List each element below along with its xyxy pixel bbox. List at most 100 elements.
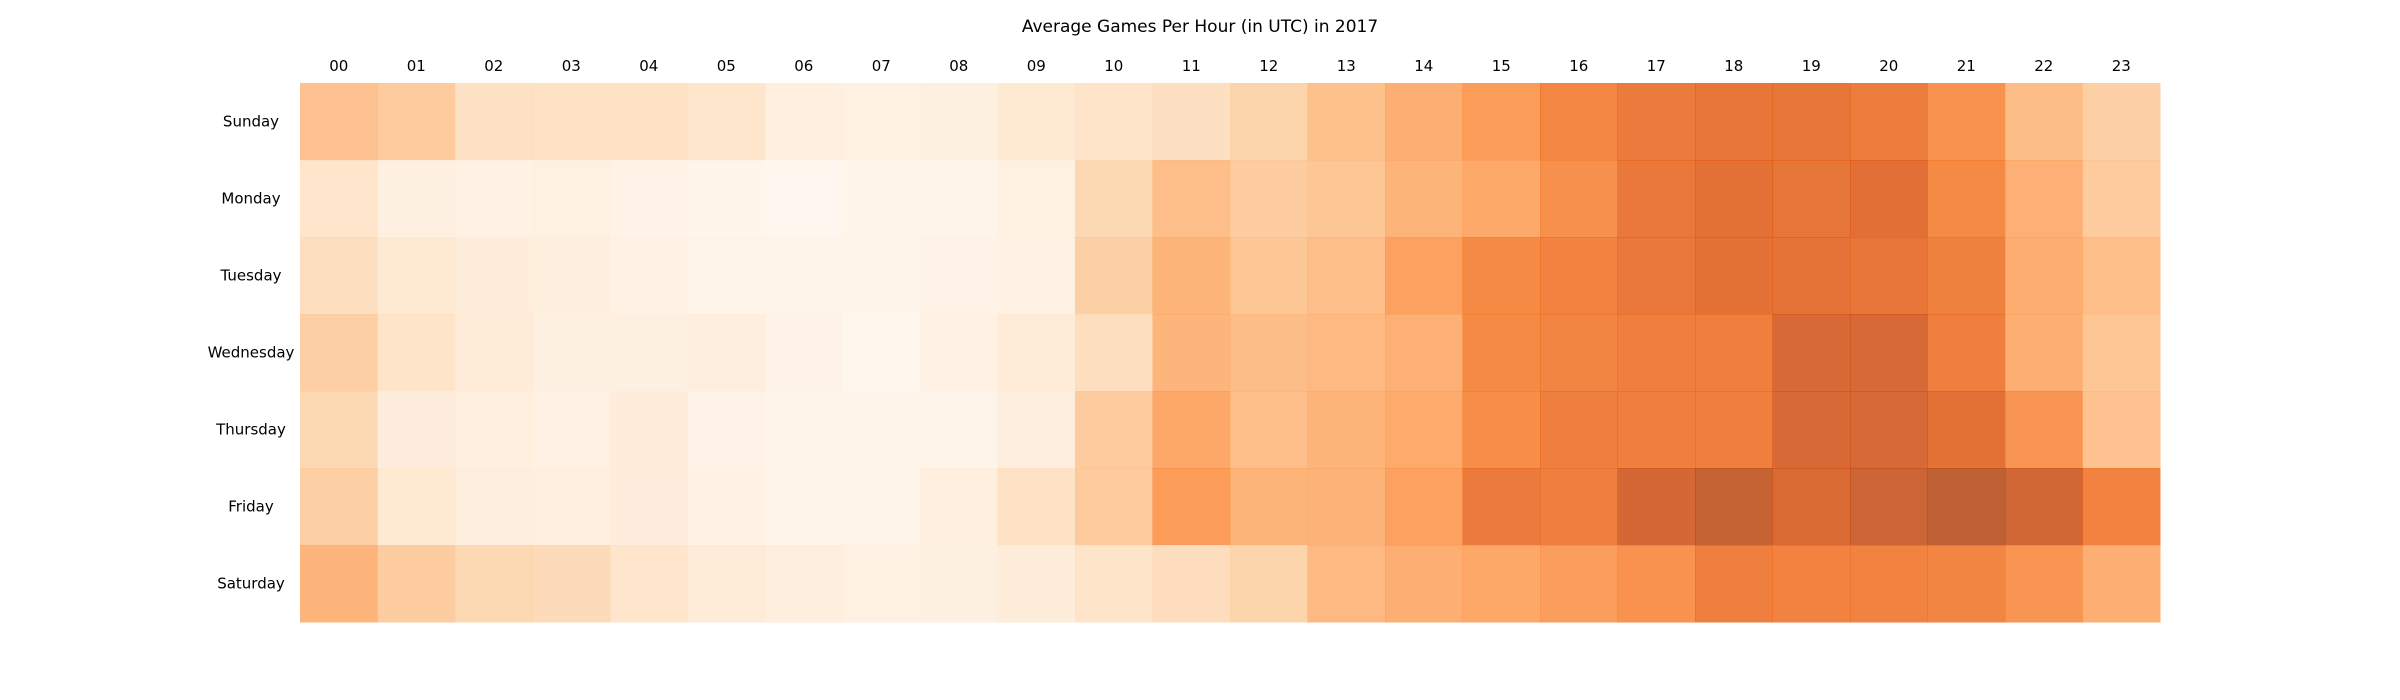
heatmap-cell bbox=[1075, 468, 1153, 546]
heatmap-cell bbox=[920, 545, 998, 623]
heatmap-cell bbox=[1385, 314, 1463, 392]
heatmap-cell bbox=[1152, 468, 1231, 546]
heatmap-cell bbox=[1307, 237, 1386, 315]
heatmap-cell bbox=[300, 83, 378, 161]
heatmap-cell bbox=[1772, 237, 1851, 315]
heatmap-cell bbox=[1462, 545, 1541, 623]
heatmap-cell bbox=[997, 468, 1076, 546]
heatmap-cell bbox=[377, 83, 456, 161]
heatmap-cell bbox=[455, 545, 533, 623]
y-tick-label: Sunday bbox=[223, 113, 279, 131]
heatmap-cell bbox=[455, 160, 533, 238]
heatmap-cell bbox=[455, 468, 533, 546]
heatmap-cell bbox=[765, 83, 843, 161]
x-tick-label: 20 bbox=[1879, 57, 1898, 75]
heatmap-cell bbox=[1152, 391, 1231, 469]
heatmap-cell bbox=[2082, 237, 2161, 315]
x-tick-label: 13 bbox=[1337, 57, 1356, 75]
heatmap-cell bbox=[765, 237, 843, 315]
heatmap-cell bbox=[377, 468, 456, 546]
heatmap-cell bbox=[610, 237, 688, 315]
heatmap-cell bbox=[920, 391, 998, 469]
heatmap-cells bbox=[300, 83, 2161, 623]
heatmap-cell bbox=[920, 468, 998, 546]
heatmap-cell bbox=[920, 160, 998, 238]
heatmap-cell bbox=[455, 314, 533, 392]
heatmap-cell bbox=[1772, 391, 1851, 469]
heatmap-cell bbox=[1617, 237, 1696, 315]
heatmap-cell bbox=[1462, 237, 1541, 315]
heatmap-cell bbox=[532, 160, 611, 238]
heatmap-cell bbox=[1850, 237, 1928, 315]
heatmap-cell bbox=[1152, 160, 1231, 238]
heatmap-cell bbox=[1230, 237, 1308, 315]
heatmap-cell bbox=[1230, 160, 1308, 238]
heatmap-cell bbox=[455, 83, 533, 161]
y-tick-label: Tuesday bbox=[219, 267, 281, 285]
heatmap-cell bbox=[1772, 83, 1851, 161]
y-tick-label: Monday bbox=[221, 190, 280, 208]
heatmap-cell bbox=[532, 83, 611, 161]
y-tick-labels: Sunday Monday Tuesday Wednesday Thursday Frid… bbox=[208, 113, 295, 593]
heatmap-cell bbox=[610, 468, 688, 546]
x-tick-label: 23 bbox=[2112, 57, 2131, 75]
heatmap-cell bbox=[687, 314, 766, 392]
heatmap-cell bbox=[1385, 160, 1463, 238]
heatmap-cell bbox=[1850, 83, 1928, 161]
y-tick-label: Friday bbox=[228, 498, 274, 516]
heatmap-cell bbox=[687, 391, 766, 469]
heatmap-cell bbox=[1927, 314, 2006, 392]
x-tick-label: 03 bbox=[562, 57, 581, 75]
x-tick-label: 08 bbox=[949, 57, 968, 75]
heatmap-cell bbox=[300, 237, 378, 315]
heatmap-cell bbox=[610, 160, 688, 238]
heatmap-cell bbox=[997, 314, 1076, 392]
heatmap-cell bbox=[687, 545, 766, 623]
heatmap-cell bbox=[2082, 391, 2161, 469]
heatmap-cell bbox=[1927, 545, 2006, 623]
heatmap-cell bbox=[532, 468, 611, 546]
heatmap-cell bbox=[300, 545, 378, 623]
heatmap-cell bbox=[300, 160, 378, 238]
heatmap-cell bbox=[300, 391, 378, 469]
heatmap-cell bbox=[1695, 468, 1773, 546]
heatmap-cell bbox=[1307, 83, 1386, 161]
y-tick-label: Saturday bbox=[217, 575, 285, 593]
x-tick-label: 18 bbox=[1724, 57, 1743, 75]
heatmap-cell bbox=[455, 237, 533, 315]
x-tick-label: 01 bbox=[407, 57, 426, 75]
heatmap-cell bbox=[1230, 545, 1308, 623]
heatmap-cell bbox=[1462, 160, 1541, 238]
x-tick-label: 09 bbox=[1027, 57, 1046, 75]
heatmap-cell bbox=[842, 83, 921, 161]
heatmap-cell bbox=[300, 314, 378, 392]
heatmap-cell bbox=[1695, 545, 1773, 623]
heatmap-cell bbox=[1075, 237, 1153, 315]
heatmap-cell bbox=[377, 237, 456, 315]
heatmap-cell bbox=[765, 545, 843, 623]
x-tick-label: 06 bbox=[794, 57, 813, 75]
heatmap-cell bbox=[1385, 83, 1463, 161]
heatmap-cell bbox=[687, 160, 766, 238]
heatmap-cell bbox=[1540, 545, 1618, 623]
heatmap-cell bbox=[2005, 83, 2083, 161]
heatmap-cell bbox=[1230, 83, 1308, 161]
chart-title: Average Games Per Hour (in UTC) in 2017 bbox=[1022, 17, 1378, 37]
heatmap-cell bbox=[920, 314, 998, 392]
heatmap-cell bbox=[1617, 160, 1696, 238]
x-tick-label: 04 bbox=[639, 57, 658, 75]
heatmap-cell bbox=[920, 237, 998, 315]
heatmap-cell bbox=[920, 83, 998, 161]
heatmap-cell bbox=[842, 468, 921, 546]
heatmap-cell bbox=[1850, 545, 1928, 623]
heatmap-cell bbox=[1307, 545, 1386, 623]
heatmap-cell bbox=[1927, 160, 2006, 238]
heatmap-cell bbox=[1695, 237, 1773, 315]
heatmap-cell bbox=[1850, 160, 1928, 238]
heatmap-cell bbox=[610, 83, 688, 161]
heatmap-cell bbox=[1772, 314, 1851, 392]
heatmap-cell bbox=[1617, 468, 1696, 546]
heatmap-cell bbox=[765, 468, 843, 546]
heatmap-cell bbox=[997, 391, 1076, 469]
